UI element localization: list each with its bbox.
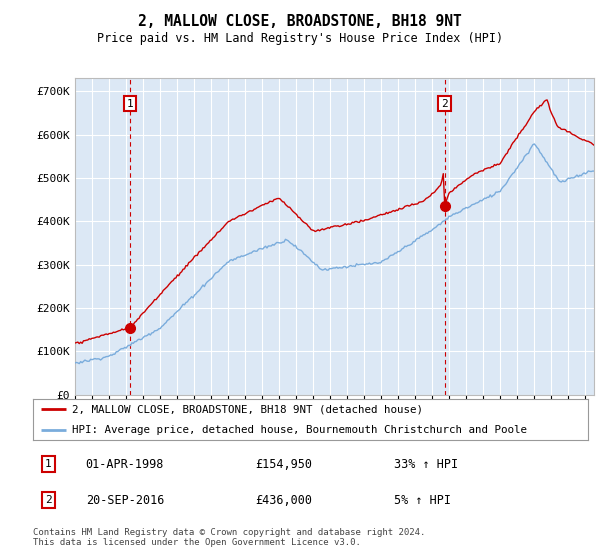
Text: 1: 1 [45,459,52,469]
Text: 1: 1 [127,99,134,109]
Text: 2: 2 [441,99,448,109]
Text: £154,950: £154,950 [255,458,312,470]
Text: 2, MALLOW CLOSE, BROADSTONE, BH18 9NT (detached house): 2, MALLOW CLOSE, BROADSTONE, BH18 9NT (d… [72,404,423,414]
Text: 2, MALLOW CLOSE, BROADSTONE, BH18 9NT: 2, MALLOW CLOSE, BROADSTONE, BH18 9NT [138,14,462,29]
Text: 01-APR-1998: 01-APR-1998 [86,458,164,470]
Text: HPI: Average price, detached house, Bournemouth Christchurch and Poole: HPI: Average price, detached house, Bour… [72,424,527,435]
Text: 2: 2 [45,495,52,505]
Text: 33% ↑ HPI: 33% ↑ HPI [394,458,458,470]
Text: 20-SEP-2016: 20-SEP-2016 [86,493,164,507]
Text: £436,000: £436,000 [255,493,312,507]
Text: Price paid vs. HM Land Registry's House Price Index (HPI): Price paid vs. HM Land Registry's House … [97,32,503,45]
Text: Contains HM Land Registry data © Crown copyright and database right 2024.
This d: Contains HM Land Registry data © Crown c… [33,528,425,547]
Text: 5% ↑ HPI: 5% ↑ HPI [394,493,451,507]
